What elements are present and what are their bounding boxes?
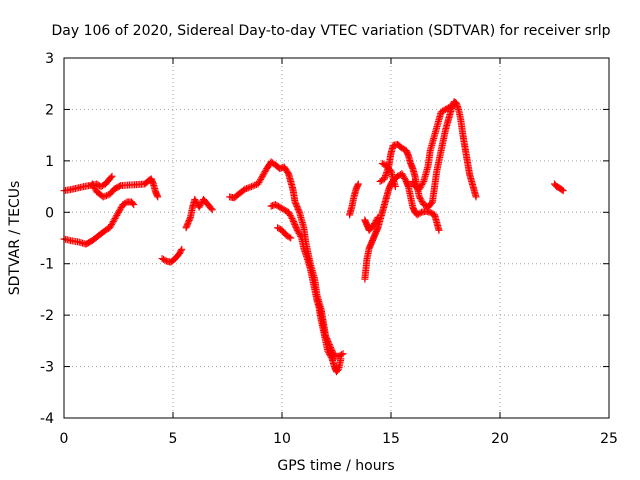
- data-point: [115, 182, 123, 190]
- data-point: [240, 186, 248, 194]
- data-point: [183, 222, 191, 230]
- data-point: [208, 206, 216, 214]
- data-point: [427, 199, 435, 207]
- data-point: [243, 185, 251, 192]
- data-point: [325, 339, 333, 347]
- data-point: [185, 216, 193, 224]
- data-point: [327, 343, 335, 351]
- data-point: [386, 166, 394, 174]
- data-point: [241, 185, 249, 193]
- data-point: [328, 348, 336, 356]
- y-tick-label: 2: [45, 102, 54, 118]
- data-point: [293, 202, 301, 210]
- data-point: [391, 183, 399, 191]
- data-point: [186, 215, 194, 223]
- data-point: [374, 213, 382, 221]
- data-point: [183, 221, 191, 229]
- data-point: [99, 193, 107, 201]
- data-point: [291, 222, 299, 230]
- x-tick-label: 10: [273, 431, 291, 447]
- data-point: [103, 192, 111, 200]
- x-tick-label: 0: [60, 431, 69, 447]
- y-tick-label: -4: [40, 411, 54, 427]
- data-point: [323, 336, 331, 344]
- y-tick-label: 0: [45, 205, 54, 221]
- data-point: [177, 247, 185, 255]
- y-tick-label: -2: [40, 308, 54, 324]
- data-point: [101, 192, 109, 200]
- data-point: [334, 366, 342, 374]
- y-tick-label: 3: [45, 51, 54, 67]
- plot-frame: [63, 57, 610, 419]
- data-point: [294, 205, 302, 213]
- data-point: [444, 104, 452, 112]
- data-point: [559, 187, 567, 195]
- data-point: [129, 199, 137, 207]
- data-point: [435, 226, 443, 234]
- y-tick-label: -1: [40, 257, 54, 273]
- data-point: [419, 179, 427, 187]
- y-tick-label: -3: [40, 360, 54, 376]
- data-point: [287, 234, 295, 242]
- data-point: [184, 219, 192, 227]
- data-point: [327, 345, 335, 353]
- chart-title: Day 106 of 2020, Sidereal Day-to-day VTE…: [51, 23, 610, 39]
- data-point: [373, 215, 381, 223]
- y-tick-labels: -4 -3 -2 -1 0 1 2 3: [40, 51, 54, 427]
- x-tick-label: 20: [491, 431, 509, 447]
- x-tick-label: 25: [600, 431, 618, 447]
- data-point: [354, 180, 362, 188]
- data-point: [339, 350, 347, 358]
- data-point: [285, 233, 293, 241]
- data-points: [60, 98, 567, 376]
- x-tick-label: 5: [169, 431, 178, 447]
- data-point: [107, 174, 115, 182]
- data-point: [288, 214, 296, 222]
- data-point: [249, 182, 257, 190]
- data-point: [251, 181, 259, 189]
- data-point: [322, 332, 330, 340]
- data-point: [178, 245, 186, 253]
- data-point: [324, 338, 332, 346]
- data-point: [294, 204, 302, 212]
- data-point: [185, 218, 193, 226]
- data-point: [207, 204, 215, 212]
- data-point: [323, 335, 331, 343]
- data-point: [247, 183, 255, 191]
- data-point: [182, 224, 190, 232]
- data-point: [326, 342, 334, 350]
- data-point: [108, 172, 116, 180]
- x-tick-label: 15: [382, 431, 400, 447]
- data-point: [290, 217, 298, 225]
- data-point: [292, 201, 300, 209]
- data-point: [289, 216, 297, 224]
- data-point: [292, 199, 300, 207]
- y-tick-label: 1: [45, 154, 54, 170]
- data-point: [291, 220, 299, 228]
- data-point: [130, 201, 138, 209]
- data-point: [154, 193, 162, 201]
- data-point: [446, 103, 454, 111]
- x-tick-labels: 0 5 10 15 20 25: [60, 431, 618, 447]
- data-point: [244, 184, 252, 192]
- x-axis-label: GPS time / hours: [277, 458, 394, 474]
- data-point: [322, 333, 330, 341]
- data-point: [246, 183, 254, 191]
- y-axis-label: SDTVAR / TECUs: [7, 181, 23, 296]
- data-point: [328, 346, 336, 354]
- data-point: [338, 351, 346, 359]
- data-point: [292, 223, 300, 231]
- data-point: [295, 207, 303, 215]
- data-point: [291, 198, 299, 206]
- data-point: [290, 219, 298, 227]
- data-point: [472, 193, 480, 201]
- axis-ticks: [63, 57, 610, 419]
- data-point: [325, 341, 333, 349]
- data-point: [293, 225, 301, 233]
- data-point: [558, 186, 566, 194]
